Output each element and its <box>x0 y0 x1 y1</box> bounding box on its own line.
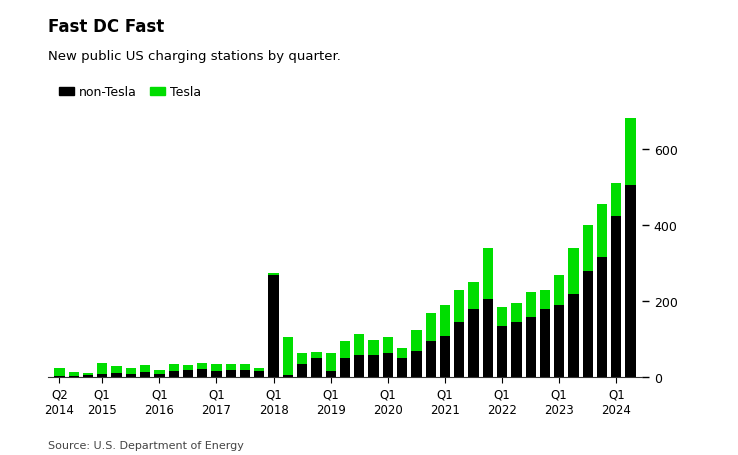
Bar <box>83 375 93 378</box>
Bar <box>511 303 522 323</box>
Bar <box>97 363 108 374</box>
Bar <box>69 372 79 376</box>
Bar <box>611 216 621 378</box>
Bar <box>626 119 635 186</box>
Bar <box>397 359 407 378</box>
Text: Fast DC Fast: Fast DC Fast <box>48 18 165 36</box>
Bar <box>368 340 379 355</box>
Text: Source: U.S. Department of Energy: Source: U.S. Department of Energy <box>48 440 244 450</box>
Bar <box>497 326 507 378</box>
Bar <box>583 271 593 378</box>
Bar <box>154 370 165 374</box>
Bar <box>254 368 264 372</box>
Bar <box>397 348 407 359</box>
Bar <box>411 351 421 378</box>
Bar <box>97 374 108 378</box>
Bar <box>240 364 250 370</box>
Bar <box>525 317 536 378</box>
Bar <box>240 370 250 378</box>
Bar <box>226 370 236 378</box>
Bar <box>568 294 579 378</box>
Bar <box>83 373 93 375</box>
Bar <box>454 290 464 323</box>
Bar <box>283 337 293 375</box>
Bar <box>311 359 322 378</box>
Bar <box>597 205 607 258</box>
Bar <box>383 338 393 353</box>
Bar <box>511 323 522 378</box>
Bar <box>354 355 365 378</box>
Bar <box>297 354 307 364</box>
Bar <box>539 290 550 309</box>
Bar <box>183 370 193 378</box>
Bar <box>140 365 151 372</box>
Bar <box>69 376 79 378</box>
Bar <box>454 323 464 378</box>
Bar <box>583 226 593 271</box>
Bar <box>325 354 336 371</box>
Bar <box>340 359 350 378</box>
Bar <box>226 364 236 370</box>
Bar <box>197 369 207 378</box>
Bar <box>525 292 536 317</box>
Bar <box>125 368 136 374</box>
Bar <box>55 376 64 378</box>
Bar <box>568 248 579 294</box>
Bar <box>168 371 179 378</box>
Bar <box>597 258 607 378</box>
Bar <box>483 300 493 378</box>
Bar <box>539 309 550 378</box>
Bar <box>483 248 493 300</box>
Bar <box>140 372 151 378</box>
Bar <box>469 283 479 309</box>
Bar <box>426 342 436 378</box>
Bar <box>626 186 635 378</box>
Bar <box>211 371 221 378</box>
Bar <box>269 275 279 378</box>
Bar <box>611 184 621 216</box>
Bar <box>383 353 393 378</box>
Bar <box>283 375 293 378</box>
Bar <box>168 364 179 371</box>
Bar <box>554 305 565 378</box>
Bar <box>297 364 307 378</box>
Bar <box>125 374 136 378</box>
Bar <box>497 307 507 326</box>
Bar <box>440 305 450 336</box>
Bar <box>211 364 221 371</box>
Text: New public US charging stations by quarter.: New public US charging stations by quart… <box>48 50 341 63</box>
Bar <box>55 368 64 376</box>
Legend: non-Tesla, Tesla: non-Tesla, Tesla <box>54 81 206 104</box>
Bar <box>325 371 336 378</box>
Bar <box>554 275 565 305</box>
Bar <box>426 313 436 342</box>
Bar <box>311 352 322 359</box>
Bar <box>440 336 450 378</box>
Bar <box>354 334 365 355</box>
Bar <box>111 366 122 373</box>
Bar <box>183 365 193 370</box>
Bar <box>254 372 264 378</box>
Bar <box>111 373 122 378</box>
Bar <box>469 309 479 378</box>
Bar <box>154 374 165 378</box>
Bar <box>411 330 421 351</box>
Bar <box>197 363 207 369</box>
Bar <box>340 342 350 359</box>
Bar <box>269 274 279 275</box>
Bar <box>368 355 379 378</box>
